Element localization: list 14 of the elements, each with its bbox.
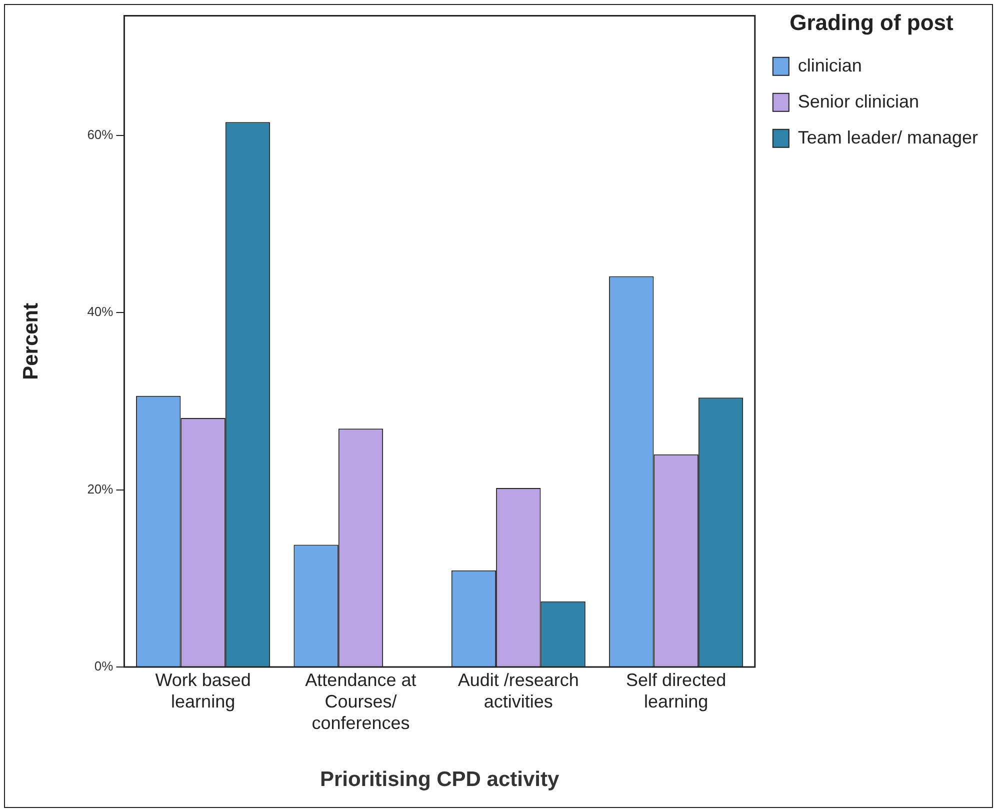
legend-label: Team leader/ manager [798, 127, 978, 148]
y-tick-label: 60% [87, 126, 114, 142]
y-tick-label: 20% [87, 481, 114, 496]
y-tick-label: 40% [87, 304, 114, 320]
x-axis-title: Prioritising CPD activity [320, 768, 560, 792]
x-tick-label: Audit /research activities [458, 670, 579, 712]
legend-title: Grading of post [790, 10, 954, 36]
legend-label: clinician [798, 55, 862, 76]
x-tick-label: Attendance at Courses/ conferences [305, 670, 416, 733]
y-tick-label: 0% [94, 658, 114, 674]
legend-label: Senior clinician [798, 91, 919, 112]
x-tick-label: Work based learning [155, 670, 251, 712]
x-tick-label: Self directed learning [626, 670, 726, 712]
y-axis-title: Percent [19, 302, 42, 380]
